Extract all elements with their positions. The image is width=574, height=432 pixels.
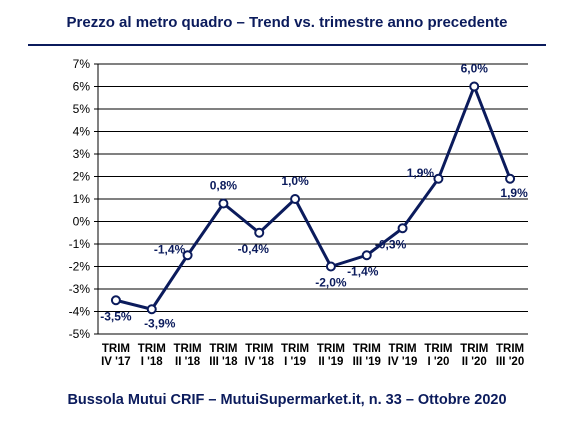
x-tick-label: TRIM: [317, 343, 345, 355]
x-tick-label: III '19: [353, 356, 381, 368]
x-tick-label: TRIM: [460, 343, 488, 355]
data-label: 1,9%: [407, 166, 435, 180]
data-point: [182, 250, 193, 261]
series-path: [115, 85, 512, 311]
data-label: -3,9%: [144, 316, 176, 330]
data-point: [433, 173, 444, 184]
x-tick-label: III '20: [496, 356, 524, 368]
y-tick-label: 6%: [73, 80, 91, 94]
y-tick-label: 7%: [73, 57, 91, 71]
x-tick-label: I '18: [141, 356, 164, 368]
y-tick-label: 3%: [73, 147, 91, 161]
data-point: [361, 250, 372, 261]
x-tick-label: IV '19: [388, 356, 418, 368]
chart-title: Prezzo al metro quadro – Trend vs. trime…: [66, 14, 508, 31]
x-tick-label: III '18: [209, 356, 238, 368]
data-label: -2,0%: [315, 276, 347, 290]
data-label: 6,0%: [461, 62, 489, 76]
data-label: -0,4%: [238, 242, 270, 256]
x-tick-label: II '19: [318, 356, 343, 368]
y-tick-label: -5%: [69, 327, 91, 341]
data-point: [146, 304, 157, 315]
y-tick-label: -4%: [69, 305, 91, 319]
x-tick-label: TRIM: [245, 343, 273, 355]
x-tick-label: TRIM: [281, 343, 309, 355]
data-label: 1,0%: [281, 174, 309, 188]
x-tick-label: II '20: [462, 356, 487, 368]
data-label: -1,4%: [347, 264, 379, 278]
data-label: -0,3%: [375, 237, 407, 251]
x-tick-label: I '19: [284, 356, 306, 368]
series-line: [110, 81, 516, 315]
x-tick-label: I '20: [427, 356, 449, 368]
y-axis: 7% 6% 5% 4% 3% 2% 1% 0% -1% -2% -3% -4% -5%: [69, 57, 99, 341]
data-label: -1,4%: [154, 242, 186, 256]
x-tick-label: TRIM: [424, 343, 452, 355]
data-point: [254, 227, 265, 238]
data-point: [325, 261, 336, 272]
x-tick-label: TRIM: [174, 343, 202, 355]
data-point: [290, 194, 301, 204]
y-tick-label: 4%: [73, 125, 91, 139]
data-label: 0,8%: [210, 179, 238, 193]
gridlines: [98, 63, 528, 335]
x-tick-label: TRIM: [102, 343, 130, 355]
data-point: [397, 223, 408, 234]
data-label: 1,9%: [500, 186, 528, 200]
y-tick-label: -2%: [69, 260, 91, 274]
y-tick-label: 1%: [73, 192, 91, 206]
data-label: -3,5%: [100, 309, 132, 323]
data-point: [505, 173, 516, 184]
x-tick-label: TRIM: [353, 343, 381, 355]
data-point: [110, 295, 121, 306]
y-tick-label: 0%: [73, 215, 91, 229]
x-tick-label: TRIM: [496, 343, 524, 355]
x-tick-label: II '18: [175, 356, 201, 368]
data-point: [218, 198, 229, 209]
x-tick-label: TRIM: [209, 343, 237, 355]
data-point: [469, 81, 480, 92]
y-tick-label: 2%: [73, 170, 91, 184]
y-tick-label: -1%: [69, 237, 91, 251]
source-footer: Bussola Mutui CRIF – MutuiSupermarket.it…: [67, 392, 507, 408]
x-tick-label: IV '17: [101, 356, 131, 368]
x-tick-label: TRIM: [389, 343, 417, 355]
x-tick-label: IV '18: [244, 356, 274, 368]
title-divider: [28, 44, 546, 46]
data-labels: -3,5% -3,9%-1,4%0,8%-0,4%1,0%-2,0%-1,4%-0…: [100, 62, 528, 331]
x-tick-label: TRIM: [138, 343, 166, 355]
y-tick-label: 5%: [73, 102, 91, 116]
y-tick-label: -3%: [69, 282, 91, 296]
